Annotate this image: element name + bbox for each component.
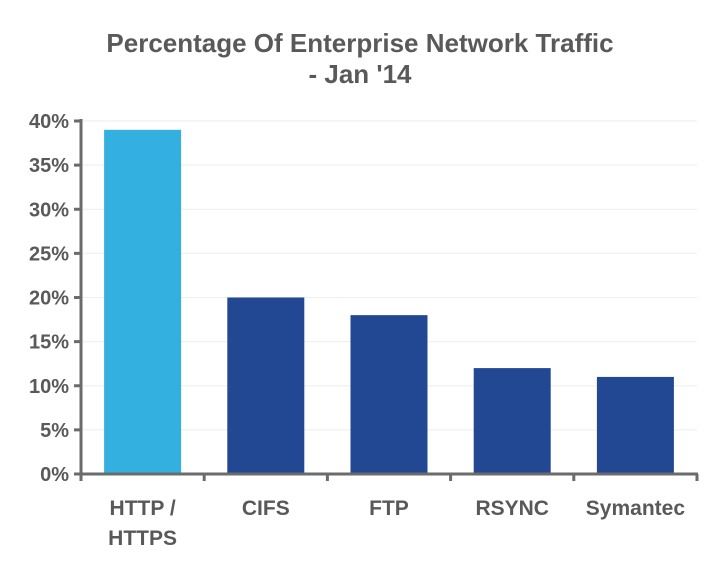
y-tick-label: 35% <box>29 155 69 177</box>
x-tick-label: FTP <box>369 497 409 520</box>
bar <box>104 129 182 474</box>
y-tick-label: 5% <box>40 420 69 442</box>
bar <box>596 376 674 474</box>
bar <box>227 297 305 474</box>
chart-subtitle: - Jan '14 <box>308 59 412 89</box>
x-tick-label: Symantec <box>586 497 686 520</box>
y-tick-label: 20% <box>29 288 69 310</box>
y-tick-label: 15% <box>29 332 69 354</box>
y-tick-label: 40% <box>29 111 69 133</box>
y-tick-label: 10% <box>29 376 69 398</box>
x-tick-label: CIFS <box>242 497 290 520</box>
y-tick-label: 25% <box>29 243 69 265</box>
y-tick-label: 0% <box>40 464 69 486</box>
x-tick-label: HTTP / <box>110 497 176 520</box>
chart-title: Percentage Of Enterprise Network Traffic <box>106 28 613 58</box>
x-tick-label: HTTPS <box>108 527 177 550</box>
bar <box>350 315 428 474</box>
y-tick-label: 30% <box>29 199 69 221</box>
x-tick-label: RSYNC <box>475 497 549 520</box>
bar <box>473 368 551 474</box>
